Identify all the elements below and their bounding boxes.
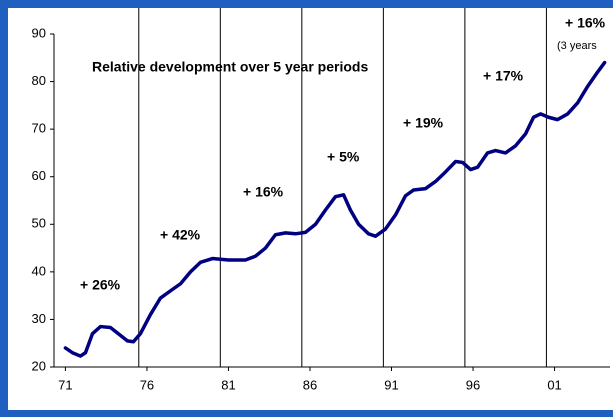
annotation: + 42%: [160, 227, 201, 243]
x-tick-label: 01: [547, 377, 561, 392]
annotation: + 16%: [565, 15, 606, 31]
annotation: + 16%: [243, 184, 284, 200]
annotation: (3 years: [557, 40, 597, 52]
x-tick-label: 81: [221, 377, 235, 392]
plot-background: [8, 8, 613, 410]
y-tick-label: 80: [32, 73, 46, 88]
annotation: + 5%: [327, 149, 360, 165]
y-tick-label: 40: [32, 263, 46, 278]
x-tick-label: 91: [384, 377, 398, 392]
x-tick-label: 96: [466, 377, 480, 392]
annotation: Relative development over 5 year periods: [92, 59, 368, 75]
y-tick-label: 50: [32, 216, 46, 231]
annotation: + 19%: [403, 115, 444, 131]
y-tick-label: 20: [32, 358, 46, 373]
line-series: [63, 60, 607, 358]
x-tick-label: 76: [140, 377, 154, 392]
annotation: + 26%: [80, 277, 121, 293]
x-tick-label: 86: [303, 377, 317, 392]
y-tick-label: 70: [32, 121, 46, 136]
annotation: + 17%: [483, 68, 524, 84]
y-tick-label: 90: [32, 25, 46, 40]
y-tick-label: 30: [32, 311, 46, 326]
x-tick-label: 71: [58, 377, 72, 392]
y-tick-label: 60: [32, 168, 46, 183]
